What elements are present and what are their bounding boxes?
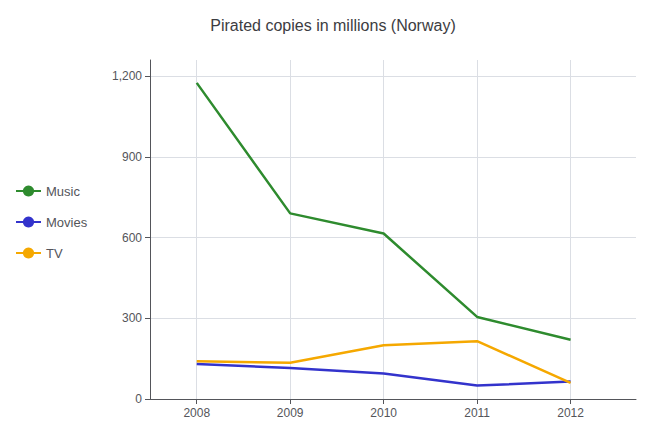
- svg-text:2012: 2012: [557, 406, 584, 420]
- svg-text:900: 900: [122, 150, 142, 164]
- svg-text:Movies: Movies: [46, 215, 88, 230]
- svg-text:2009: 2009: [277, 406, 304, 420]
- svg-text:Music: Music: [46, 184, 80, 199]
- svg-text:0: 0: [135, 392, 142, 406]
- svg-text:300: 300: [122, 311, 142, 325]
- svg-text:600: 600: [122, 231, 142, 245]
- svg-text:2008: 2008: [183, 406, 210, 420]
- svg-text:TV: TV: [46, 246, 63, 261]
- svg-text:2011: 2011: [464, 406, 490, 420]
- svg-text:Pirated copies in millions (No: Pirated copies in millions (Norway): [210, 17, 455, 34]
- svg-text:1,200: 1,200: [112, 69, 142, 83]
- svg-text:2010: 2010: [370, 406, 397, 420]
